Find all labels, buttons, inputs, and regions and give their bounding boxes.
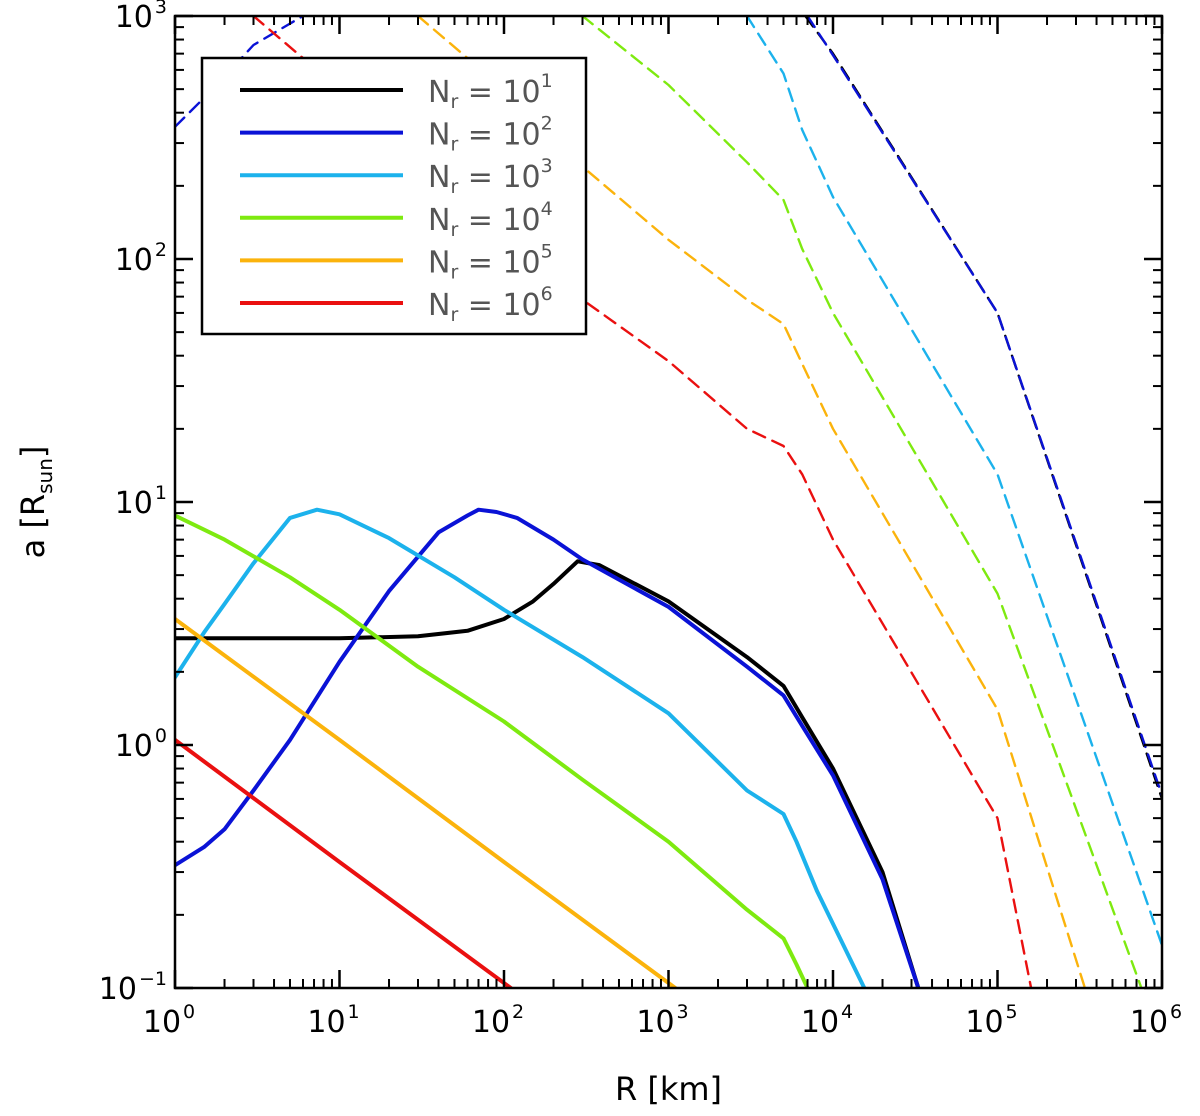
- legend-label: Nr = 101: [428, 70, 553, 113]
- x-tick-label: 10 0: [143, 1001, 195, 1040]
- y-tick-label: 10 2: [115, 239, 167, 278]
- x-tick-label: 10 3: [636, 1001, 688, 1040]
- x-tick-label: 10 4: [801, 1001, 853, 1040]
- x-axis-title: R [km]: [615, 1070, 722, 1108]
- x-tick-label: 10 5: [965, 1001, 1017, 1040]
- legend-box: [200, 56, 588, 336]
- series-line-solid-1: [175, 507, 921, 988]
- y-tick-label: 10 0: [115, 725, 167, 764]
- series-line-solid-3: [175, 513, 810, 988]
- legend-label: Nr = 105: [428, 240, 553, 283]
- y-tick-label: 10 3: [115, 0, 167, 35]
- series-line-solid-2: [175, 507, 867, 988]
- series-line-solid-5: [175, 737, 513, 988]
- series-line-solid-4: [175, 617, 678, 988]
- legend-label: Nr = 106: [428, 283, 553, 326]
- x-tick-label: 10 6: [1130, 1001, 1182, 1040]
- legend-label: Nr = 103: [428, 155, 553, 198]
- y-tick-label: 10 −1: [99, 968, 167, 1007]
- axes-layer: 10 0 10 1 10 2 10 3 10 4 10 5 10 610 −110 010 110 210 3: [99, 0, 1182, 1040]
- x-tick-label: 10 2: [472, 1001, 524, 1040]
- legend-label: Nr = 104: [428, 198, 553, 241]
- series-line-dashed-8: [806, 16, 1162, 797]
- legend-label: Nr = 102: [428, 113, 553, 156]
- series-line-dashed-10: [581, 16, 1143, 988]
- y-axis-title: a [Rsun]: [14, 446, 57, 559]
- y-tick-label: 10 1: [115, 482, 167, 521]
- x-tick-label: 10 1: [307, 1001, 359, 1040]
